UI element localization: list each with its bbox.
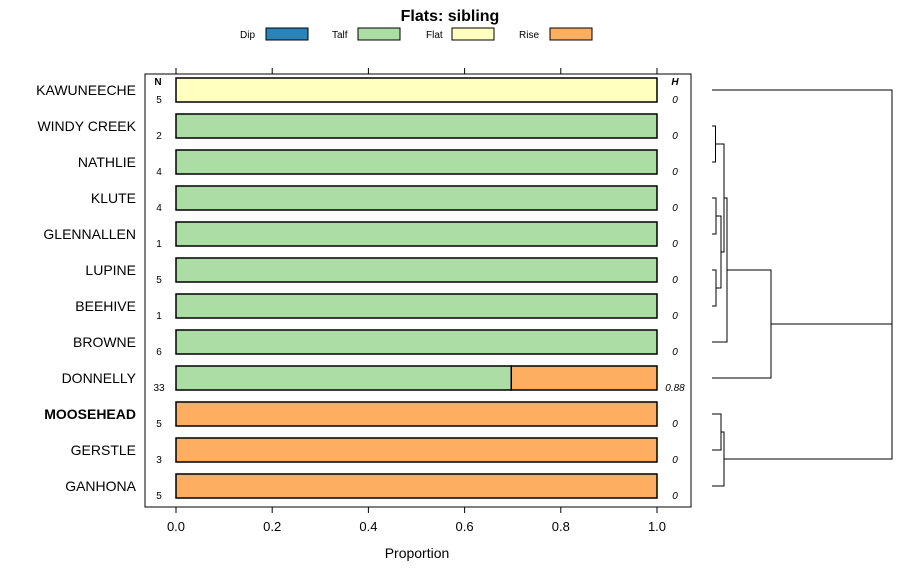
category-label: MOOSEHEAD: [44, 406, 136, 422]
category-label: NATHLIE: [78, 154, 136, 170]
chart-title: Flats: sibling: [401, 8, 500, 25]
legend: Dip Talf Flat Rise: [240, 27, 593, 41]
category-label: DONNELLY: [62, 370, 137, 386]
dendrogram-branch: [716, 215, 722, 289]
bar-segment-rise: [175, 401, 658, 427]
h-value: 0: [672, 311, 678, 322]
category-label: KAWUNEECHE: [36, 82, 136, 98]
category-label: GERSTLE: [71, 442, 136, 458]
legend-swatch-dip: [265, 27, 309, 41]
x-axis: 0.0 0.2 0.4 0.6 0.8 1.0: [167, 507, 666, 534]
bar-segment-flat: [175, 77, 658, 103]
dendrogram-branch: [712, 197, 717, 235]
n-value: 5: [156, 95, 162, 106]
category-label: GANHONA: [65, 478, 136, 494]
bar-segment-talf: [175, 293, 658, 319]
bar-segment-talf: [175, 185, 658, 211]
n-value: 5: [156, 419, 162, 430]
h-value: 0: [672, 455, 678, 466]
bar-segment-talf: [175, 149, 658, 175]
x-tick-label: 0.8: [552, 519, 570, 534]
n-column-header: N: [154, 77, 161, 88]
n-value: 1: [156, 239, 162, 250]
h-value: 0.88: [665, 383, 685, 394]
category-label: BEEHIVE: [75, 298, 136, 314]
x-tick-label: 1.0: [648, 519, 666, 534]
category-label: WINDY CREEK: [37, 118, 136, 134]
legend-label-flat: Flat: [426, 30, 443, 41]
x-tick-label: 0.2: [263, 519, 281, 534]
n-value: 5: [156, 275, 162, 286]
bar-segment-talf: [175, 221, 658, 247]
legend-label-dip: Dip: [240, 30, 255, 41]
h-value: 0: [672, 239, 678, 250]
n-value: 3: [156, 455, 162, 466]
legend-swatch-rise: [549, 27, 593, 41]
bar-segment-talf: [175, 257, 658, 283]
legend-label-talf: Talf: [332, 30, 348, 41]
category-label: KLUTE: [91, 190, 136, 206]
n-value: 33: [153, 383, 165, 394]
n-value: 1: [156, 311, 162, 322]
bar-segment-rise: [175, 473, 658, 499]
bar-segment-talf: [175, 329, 658, 355]
dendrogram-branch: [712, 125, 716, 163]
bar-segment-rise: [510, 365, 658, 391]
h-column-header: H: [671, 77, 679, 88]
h-value: 0: [672, 419, 678, 430]
dendrogram-branch: [712, 413, 722, 451]
x-axis-label: Proportion: [385, 545, 450, 561]
x-axis-top-ticks: [175, 68, 658, 74]
h-value: 0: [672, 491, 678, 502]
x-tick-label: 0.6: [456, 519, 474, 534]
legend-swatch-flat: [451, 27, 495, 41]
n-value: 4: [156, 203, 162, 214]
dendrogram-branch: [715, 143, 725, 253]
category-label: BROWNE: [73, 334, 136, 350]
category-label: GLENNALLEN: [43, 226, 136, 242]
h-value: 0: [672, 275, 678, 286]
legend-label-rise: Rise: [519, 30, 539, 41]
x-tick-label: 0.4: [359, 519, 377, 534]
h-value: 0: [672, 347, 678, 358]
h-value: 0: [672, 203, 678, 214]
legend-swatch-talf: [357, 27, 401, 41]
dendrogram-branch: [712, 89, 893, 392]
plot-frame: [144, 73, 692, 508]
dendrogram-branch: [724, 323, 893, 460]
category-label: LUPINE: [85, 262, 136, 278]
n-value: 4: [156, 167, 162, 178]
n-value: 5: [156, 491, 162, 502]
chart-rows: KAWUNEECHE 5 0 WINDY CREEK 2 0 NATHLIE 4 0 KLUTE 4…: [36, 77, 685, 502]
dendrogram-branch: [712, 269, 717, 307]
n-value: 6: [156, 347, 162, 358]
n-value: 2: [156, 131, 162, 142]
bar-segment-talf: [175, 365, 513, 391]
h-value: 0: [672, 131, 678, 142]
dendrogram: [712, 89, 893, 487]
h-value: 0: [672, 95, 678, 106]
h-value: 0: [672, 167, 678, 178]
bar-segment-talf: [175, 113, 658, 139]
x-tick-label: 0.0: [167, 519, 185, 534]
bar-segment-rise: [175, 437, 658, 463]
dendrogram-branch: [712, 431, 725, 487]
